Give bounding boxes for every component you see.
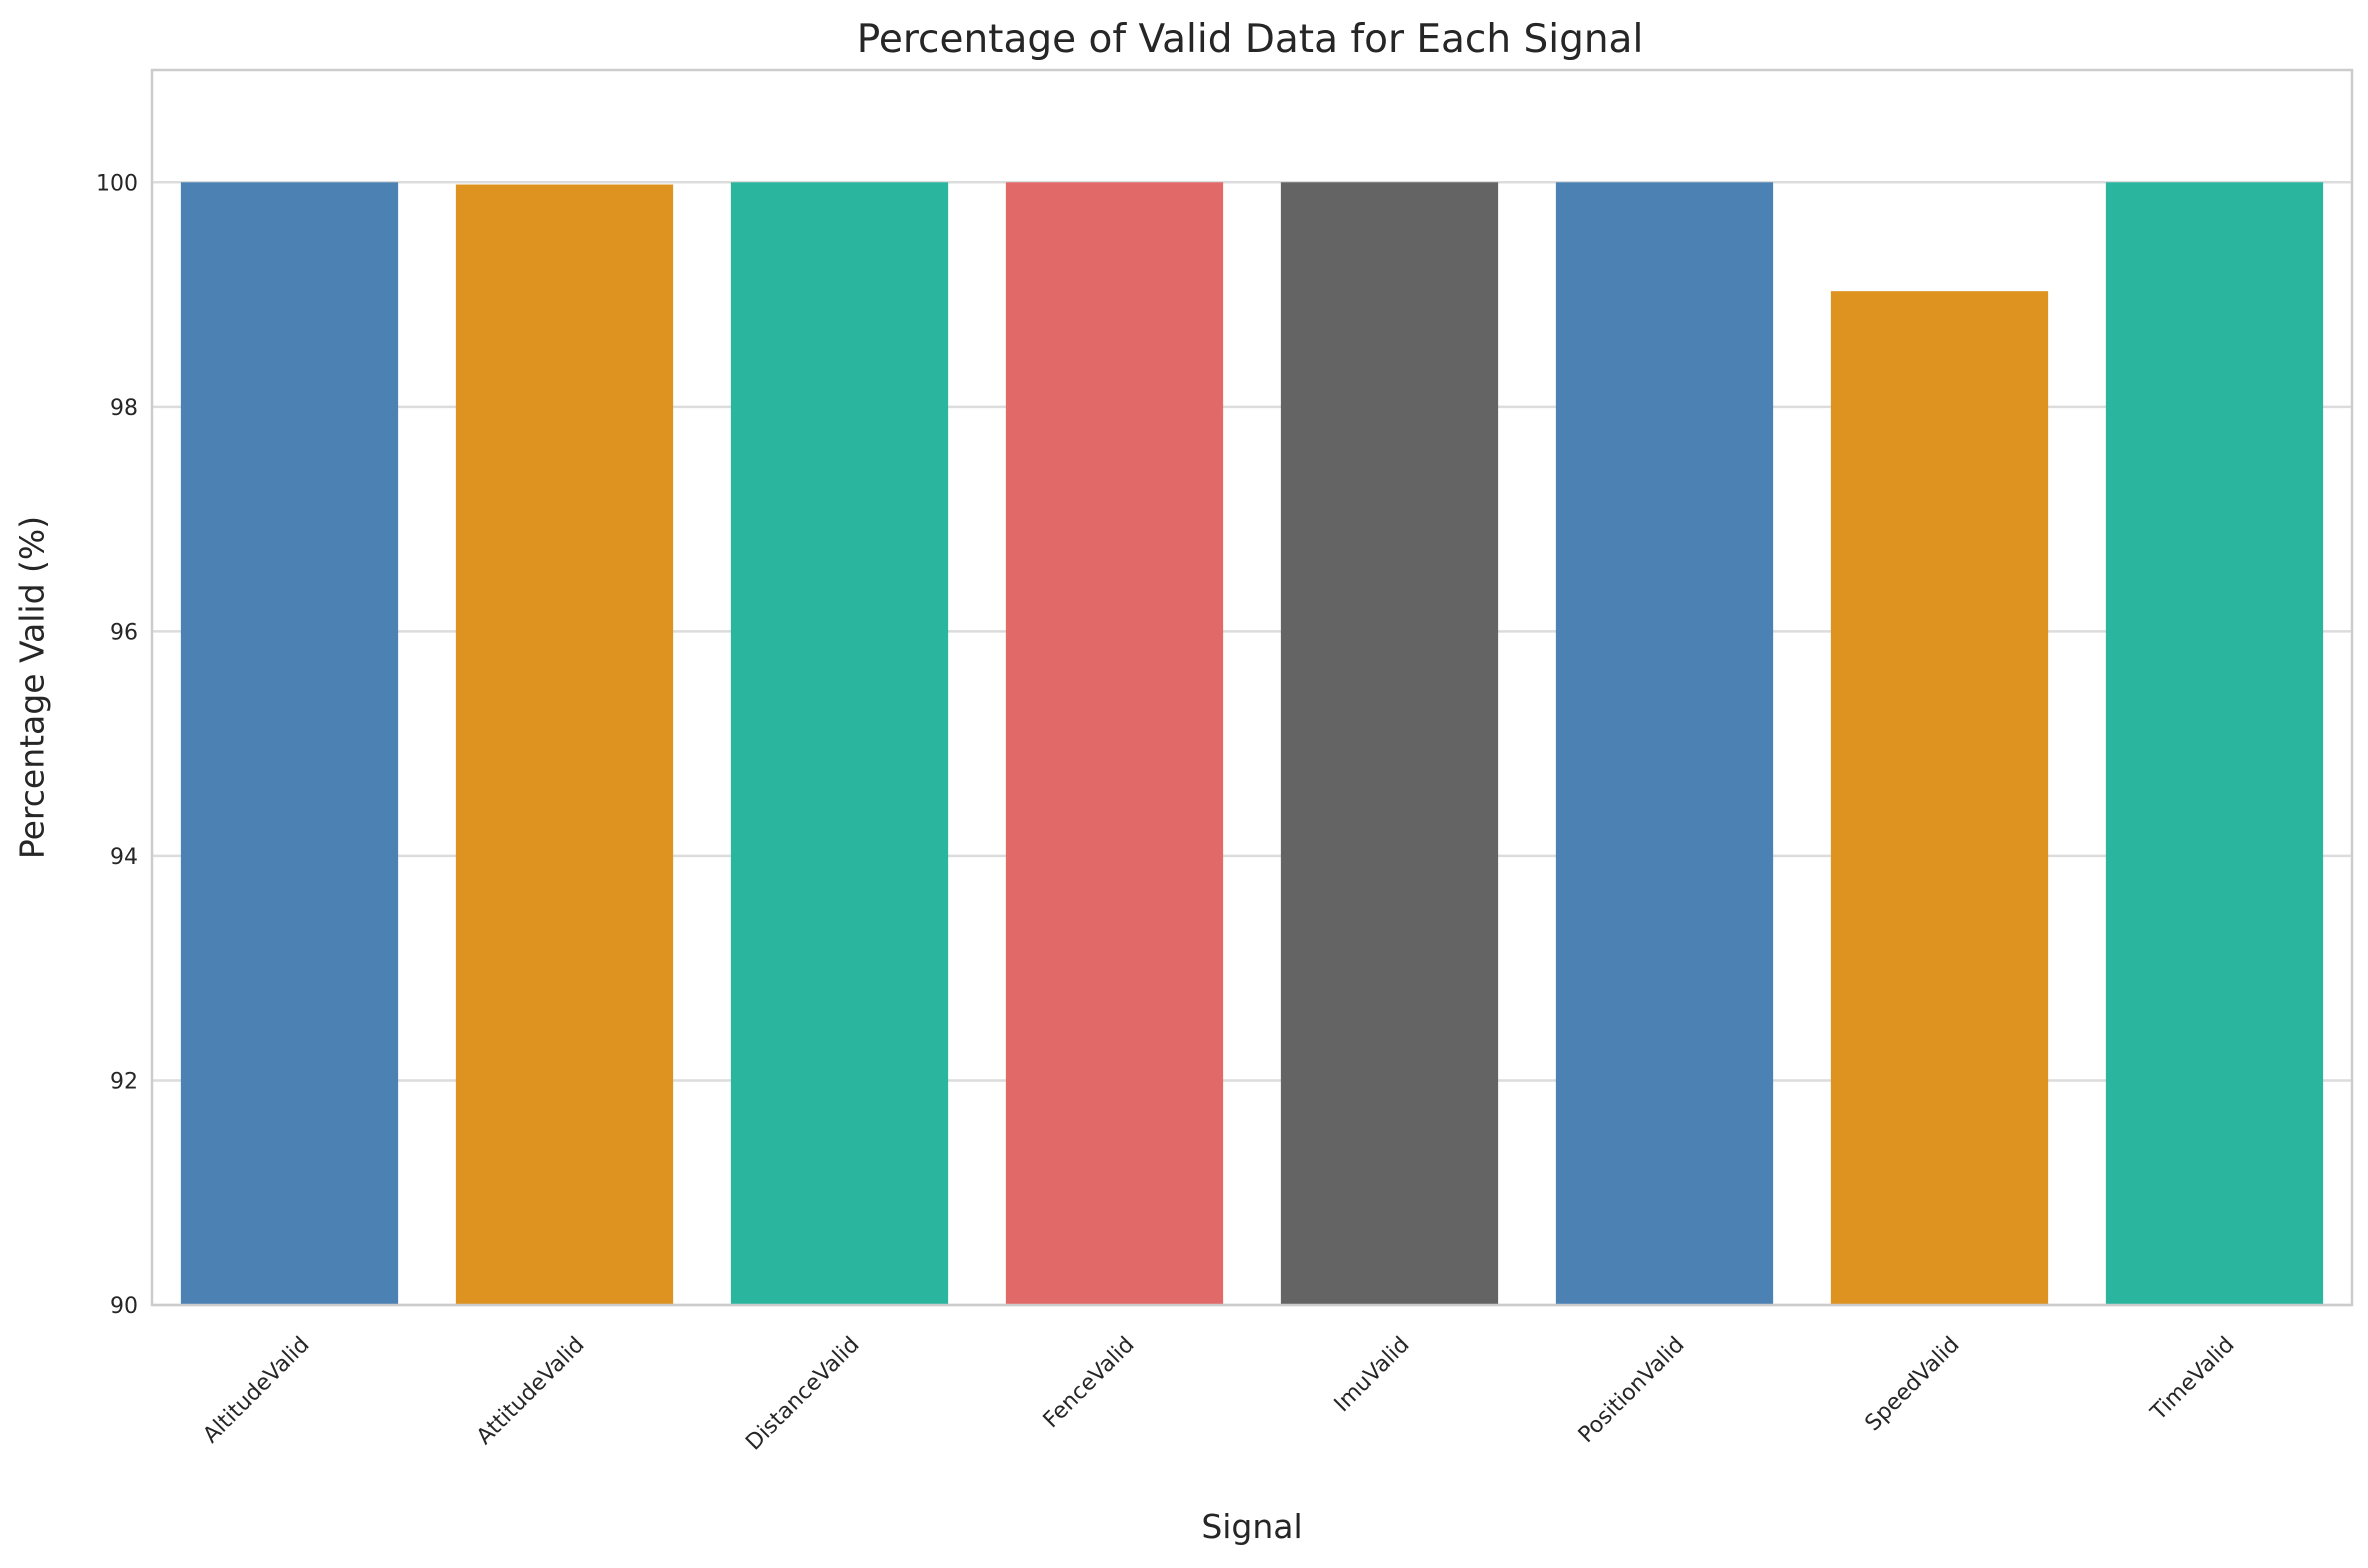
y-tick-label: 90 — [110, 1294, 138, 1319]
bar-fencevalid — [1005, 182, 1224, 1306]
chart-title: Percentage of Valid Data for Each Signal — [857, 17, 1644, 62]
x-axis-label: Signal — [1201, 1507, 1302, 1546]
bar-timevalid — [2105, 182, 2324, 1306]
plot-frame — [150, 68, 2354, 1307]
y-tick-labels: 90 92 94 96 98 100 — [96, 171, 138, 1319]
bar-speedvalid — [1830, 291, 2049, 1306]
bar-attitudevalid — [455, 184, 674, 1305]
y-tick-label: 100 — [96, 171, 138, 196]
x-tick-labels: AltitudeValid AttitudeValid DistanceValid F… — [199, 1332, 2240, 1455]
y-tick-label: 96 — [110, 620, 138, 645]
bar-imuvalid — [1280, 182, 1499, 1306]
y-tick-label: 92 — [110, 1069, 138, 1094]
x-tick-label: PositionValid — [1574, 1332, 1690, 1448]
x-tick-label: SpeedValid — [1861, 1332, 1965, 1436]
y-tick-label: 94 — [110, 845, 138, 870]
bar-distancevalid — [730, 182, 949, 1306]
bar-altitudevalid — [180, 182, 399, 1306]
x-tick-label: AltitudeValid — [199, 1332, 315, 1448]
x-tick-label: ImuValid — [1330, 1332, 1415, 1417]
bars — [180, 182, 2324, 1306]
x-tick-label: TimeValid — [2146, 1332, 2240, 1426]
y-axis-label: Percentage Valid (%) — [13, 516, 52, 859]
x-tick-label: AttitudeValid — [472, 1332, 589, 1449]
bar-positionvalid — [1555, 182, 1774, 1306]
x-tick-label: DistanceValid — [741, 1332, 864, 1455]
y-tick-label: 98 — [110, 396, 138, 421]
x-tick-label: FenceValid — [1039, 1332, 1140, 1433]
